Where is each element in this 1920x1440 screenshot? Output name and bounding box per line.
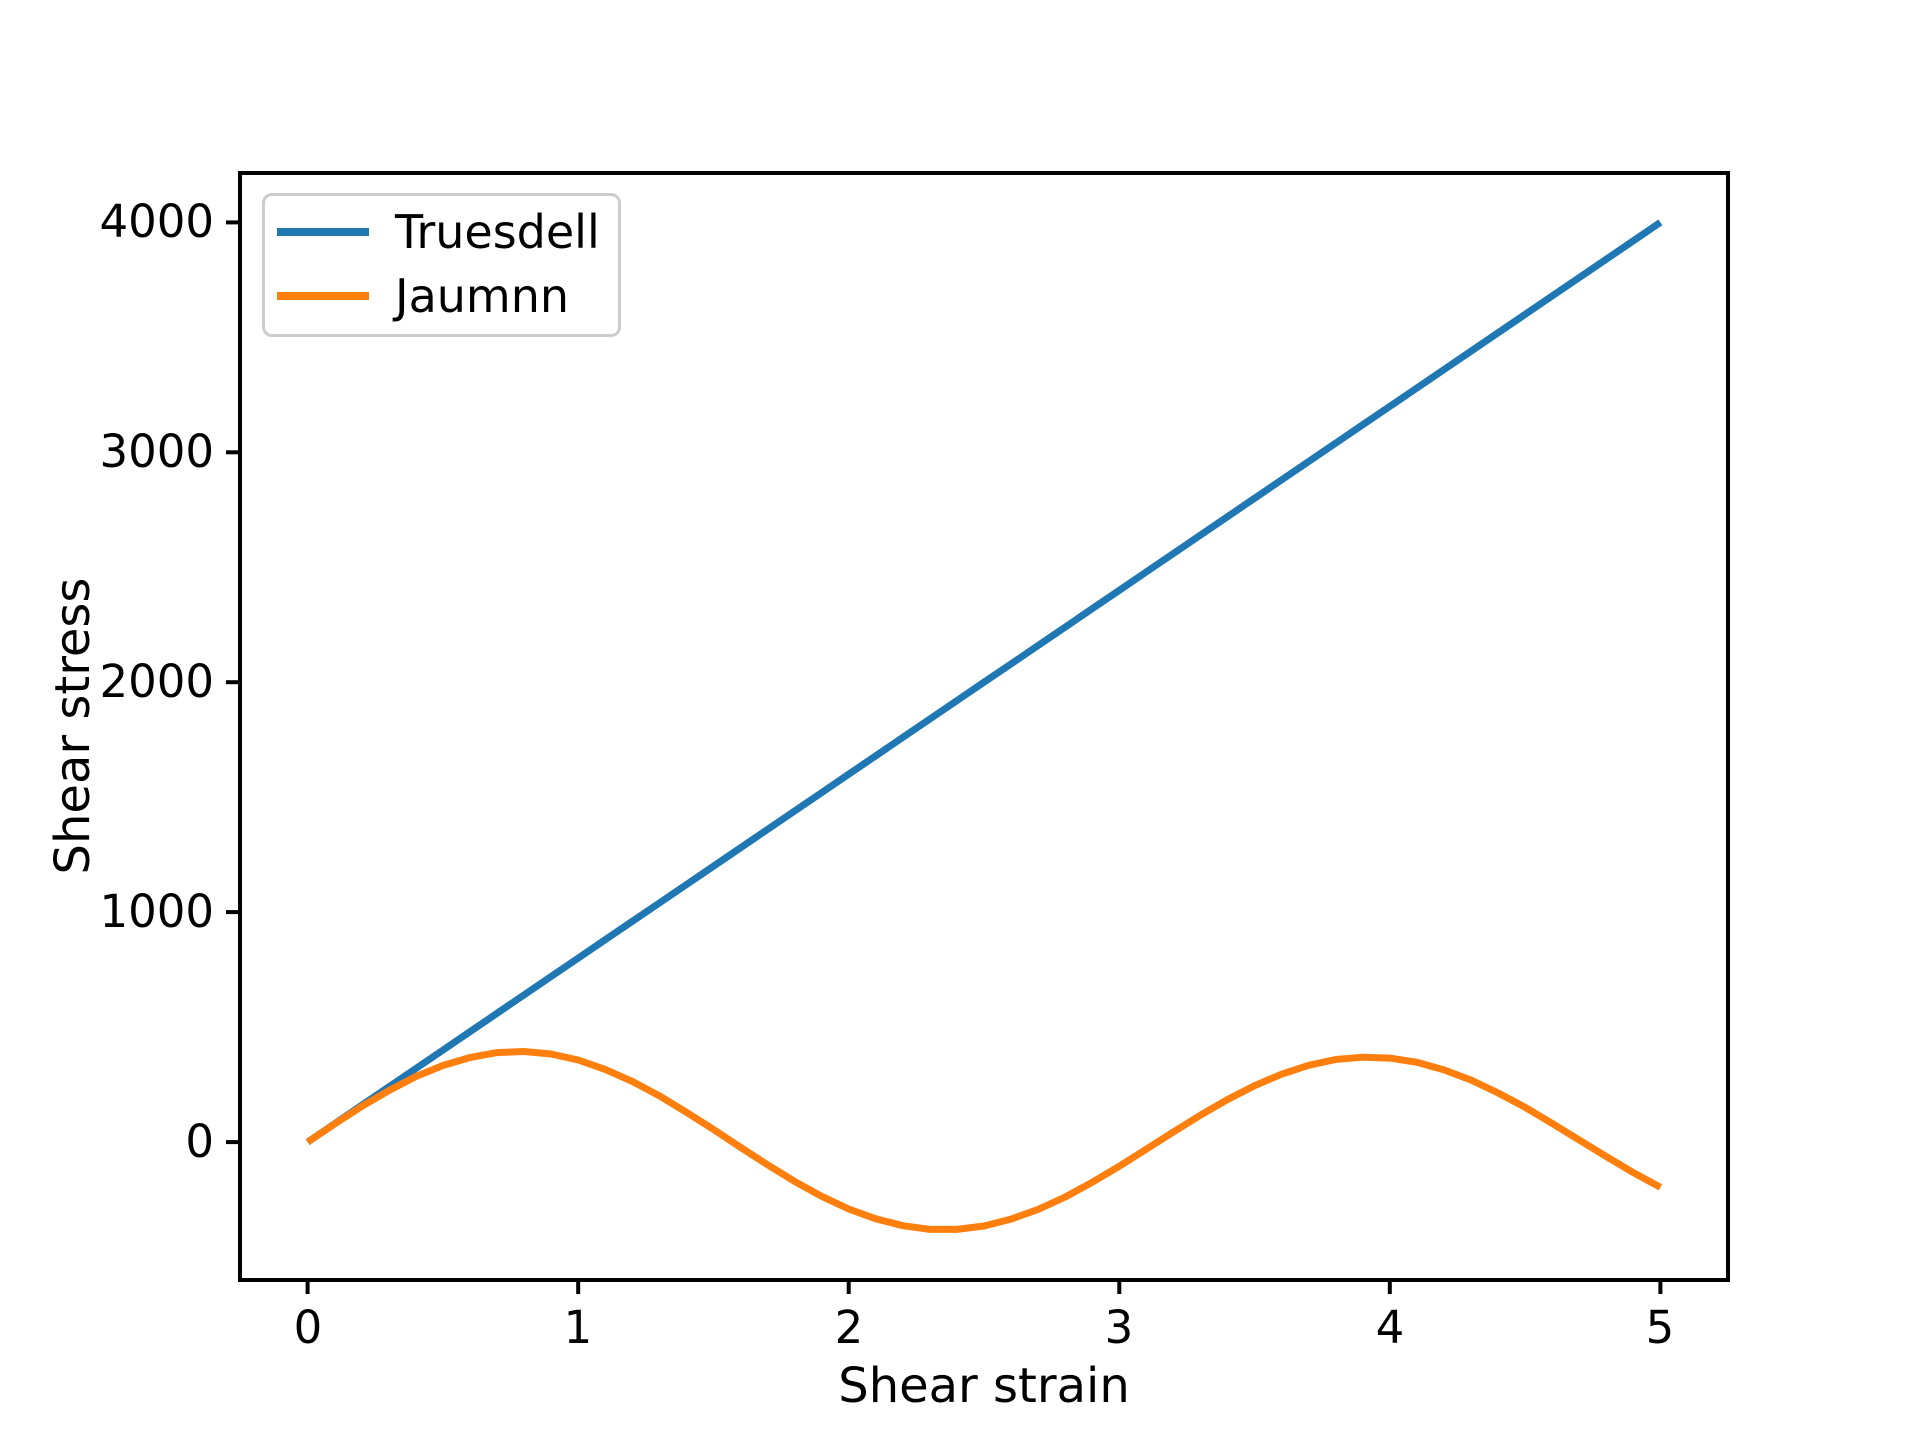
series-line-truesdell bbox=[305, 219, 1663, 1145]
plot-border bbox=[238, 171, 1730, 1282]
series-line-jaumnn bbox=[305, 1048, 1663, 1233]
